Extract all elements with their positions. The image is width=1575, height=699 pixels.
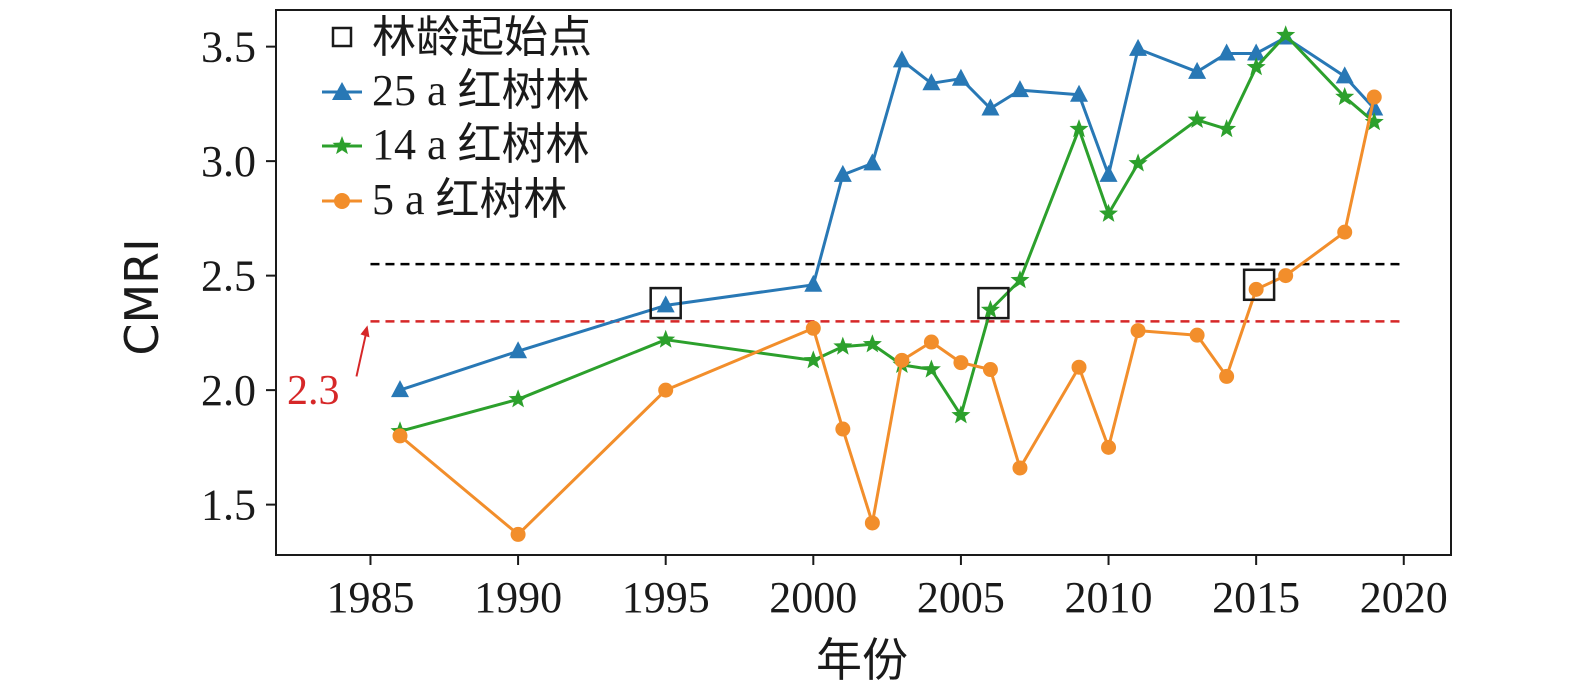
data-point: [1217, 43, 1236, 61]
x-tick-label: 1995: [622, 573, 710, 622]
legend-label-14a: 14 a 红树林: [372, 120, 590, 169]
reference-line-label: 2.3: [287, 368, 340, 414]
data-point: [1217, 119, 1237, 138]
data-point: [982, 362, 998, 378]
series-layer: [390, 25, 1384, 542]
annotation-arrow: [355, 331, 368, 377]
data-point: [1278, 268, 1294, 284]
data-point: [1010, 270, 1030, 289]
data-point: [656, 295, 675, 313]
x-tick-label: 1990: [474, 573, 562, 622]
data-point: [1247, 43, 1266, 61]
series-line: [399, 96, 1376, 536]
data-point: [804, 274, 823, 292]
x-tick-label: 2010: [1065, 573, 1153, 622]
data-point: [1219, 368, 1235, 384]
legend-label-start: 林龄起始点: [372, 13, 592, 62]
data-point: [1012, 460, 1028, 476]
data-point: [864, 515, 880, 531]
data-point: [892, 50, 911, 68]
data-point: [1099, 164, 1118, 182]
data-point: [508, 389, 528, 408]
data-point: [894, 352, 910, 368]
data-point: [1337, 224, 1353, 240]
start-marker: [1242, 268, 1276, 302]
data-point: [1248, 281, 1264, 297]
x-tick-label: 1985: [326, 573, 414, 622]
data-point: [921, 359, 941, 378]
data-point: [980, 300, 1000, 319]
data-point: [1099, 203, 1118, 222]
x-axis: 1985 1990 1995 2000 2005 2010 2015 2020: [326, 555, 1448, 622]
series-2: [392, 89, 1382, 542]
data-point: [833, 336, 853, 355]
start-marker: [977, 286, 1010, 320]
data-point: [1071, 359, 1087, 375]
data-point: [953, 355, 969, 371]
y-tick-label: 2.0: [201, 366, 256, 415]
x-tick-label: 2005: [917, 573, 1005, 622]
legend-label-25a: 25 a 红树林: [372, 66, 590, 115]
data-point: [805, 320, 821, 336]
data-point: [922, 73, 941, 91]
y-axis-title: CMRI: [115, 238, 169, 355]
y-tick-label: 1.5: [201, 481, 256, 530]
data-point: [833, 164, 852, 182]
data-point: [1129, 38, 1148, 56]
data-point: [1130, 323, 1146, 339]
data-point: [951, 405, 971, 424]
start-markers: [649, 268, 1276, 320]
data-point: [510, 526, 526, 542]
data-point: [1069, 119, 1089, 138]
data-point: [1128, 153, 1148, 172]
data-point: [392, 428, 408, 444]
y-tick-label: 3.0: [201, 137, 256, 186]
data-point: [835, 421, 851, 437]
data-point: [1187, 109, 1207, 128]
data-point: [390, 380, 409, 398]
data-point: [1366, 89, 1382, 105]
annotation-arrowhead: [360, 325, 370, 338]
data-point: [1010, 80, 1029, 98]
data-point: [509, 341, 528, 359]
data-point: [1246, 57, 1266, 76]
x-tick-label: 2020: [1360, 573, 1448, 622]
reference-lines: 2.3: [287, 262, 1404, 414]
data-point: [1276, 25, 1296, 44]
data-point: [1188, 61, 1207, 79]
data-point: [951, 68, 970, 86]
data-point: [863, 153, 882, 171]
data-point: [1101, 439, 1117, 455]
data-point: [862, 334, 882, 353]
data-point: [981, 98, 1000, 116]
series-0: [390, 27, 1384, 398]
x-axis-title: 年份: [816, 633, 908, 687]
data-point: [1070, 84, 1089, 102]
y-tick-label: 3.5: [201, 23, 256, 72]
data-point: [1364, 112, 1384, 131]
plot-frame: [275, 9, 1452, 556]
data-point: [656, 329, 676, 348]
start-marker: [649, 286, 682, 320]
legend-triangle-icon: [332, 82, 352, 100]
data-point: [1335, 87, 1355, 106]
series-1: [390, 25, 1384, 440]
legend-star-icon: [332, 136, 352, 155]
data-point: [1335, 66, 1354, 84]
x-tick-label: 2000: [769, 573, 857, 622]
data-point: [923, 334, 939, 350]
x-tick-label: 2015: [1212, 573, 1300, 622]
plot-area: [275, 9, 1452, 556]
legend-label-5a: 5 a 红树林: [372, 175, 568, 224]
y-axis: 1.5 2.0 2.5 3.0 3.5: [201, 23, 276, 530]
legend-circle-icon: [334, 193, 350, 209]
data-point: [658, 382, 674, 398]
legend: 林龄起始点 25 a 红树林 14 a 红树林 5 a 红树林: [322, 13, 592, 224]
data-point: [1189, 327, 1205, 343]
y-tick-label: 2.5: [201, 252, 256, 301]
legend-start-marker-icon: [331, 26, 353, 48]
data-point: [803, 350, 823, 369]
